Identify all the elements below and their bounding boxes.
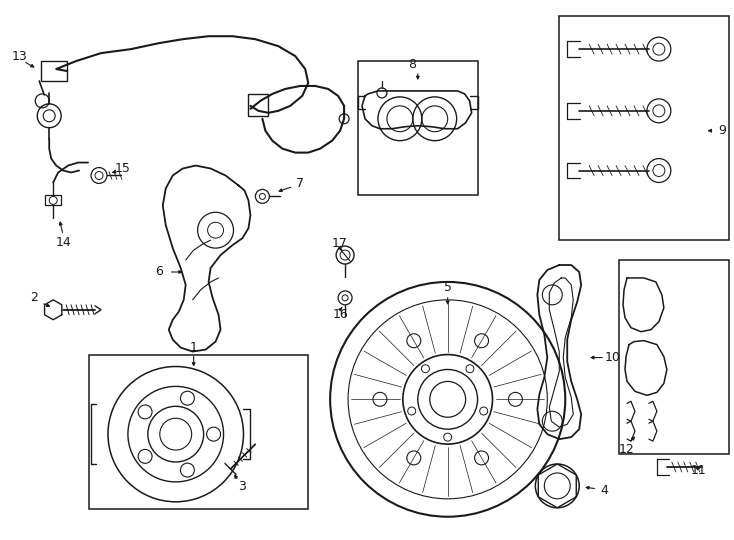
Text: 17: 17 [333, 237, 348, 249]
Text: 7: 7 [297, 177, 305, 190]
Bar [619, 260, 729, 454]
Text: 2: 2 [30, 292, 38, 305]
Bar [46, 195, 61, 205]
Bar [559, 16, 729, 240]
Text: 12: 12 [619, 443, 635, 456]
Bar [358, 61, 478, 195]
Text: 6: 6 [155, 266, 163, 279]
Text: 4: 4 [600, 484, 608, 497]
Text: 1: 1 [189, 341, 197, 354]
Text: 14: 14 [55, 235, 71, 248]
Text: 16: 16 [333, 308, 348, 321]
Text: 13: 13 [11, 50, 27, 63]
Bar [89, 355, 308, 509]
Bar [248, 94, 269, 116]
Text: 9: 9 [719, 124, 727, 137]
Text: 3: 3 [239, 481, 247, 494]
Text: 15: 15 [115, 162, 131, 175]
Text: 10: 10 [605, 351, 621, 364]
Text: 11: 11 [691, 464, 707, 477]
Text: 8: 8 [408, 58, 416, 71]
Bar [41, 61, 67, 81]
Text: 5: 5 [443, 281, 451, 294]
